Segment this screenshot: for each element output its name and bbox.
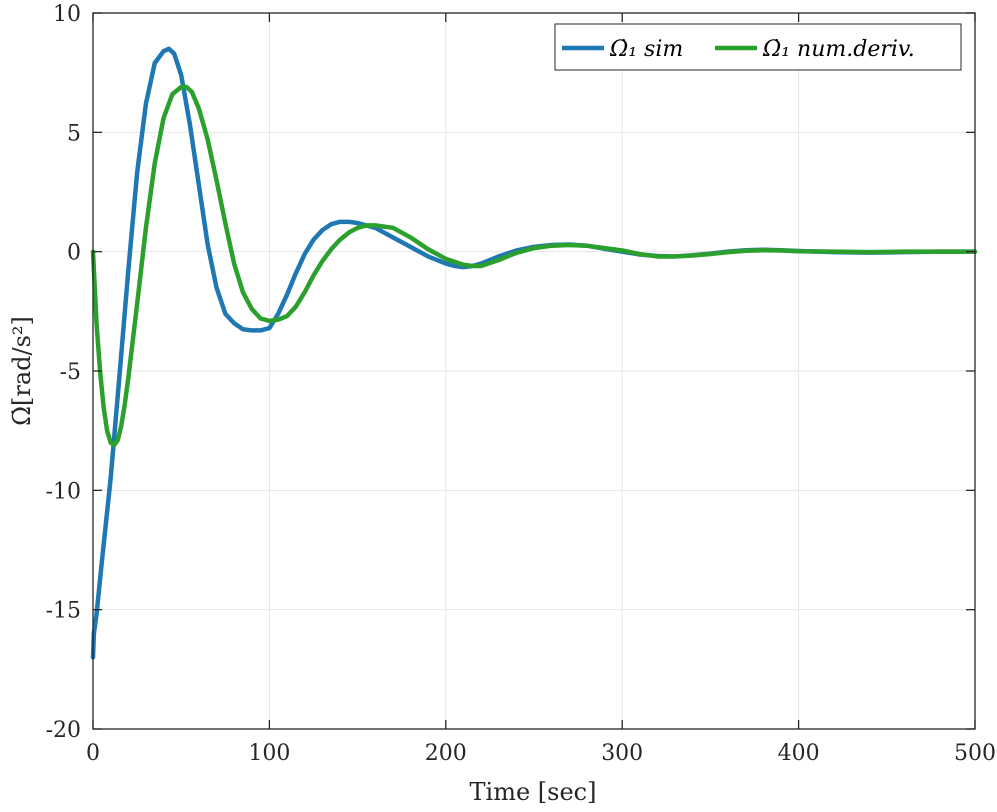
x-tick-label: 200 xyxy=(425,741,467,766)
y-tick-label: -20 xyxy=(46,718,81,743)
x-axis-label: Time [sec] xyxy=(470,778,597,806)
x-tick-label: 300 xyxy=(601,741,643,766)
axis-ticks xyxy=(92,12,976,730)
legend: Ω̇₁ sim Ω̇₁ num.deriv. xyxy=(554,23,962,71)
y-tick-label: -15 xyxy=(46,599,81,624)
y-tick-label: 10 xyxy=(53,2,81,27)
x-tick-label: 100 xyxy=(248,741,290,766)
tick-labels: 0 100 200 300 400 500 10 5 0 -5 -10 -15 -20 xyxy=(46,2,996,766)
legend-label-num-deriv: Ω̇₁ num.deriv. xyxy=(762,37,915,62)
legend-label-sim: Ω̇₁ sim xyxy=(609,37,683,62)
x-tick-label: 0 xyxy=(86,741,100,766)
x-tick-label: 400 xyxy=(778,741,820,766)
y-tick-label: 0 xyxy=(67,241,81,266)
y-axis-label: Ω̇[rad/s²] xyxy=(8,316,36,426)
legend-box xyxy=(554,23,962,71)
x-tick-label: 500 xyxy=(954,741,996,766)
y-tick-label: 5 xyxy=(67,121,81,146)
series-line-1 xyxy=(90,84,978,448)
y-tick-label: -5 xyxy=(60,360,81,385)
plot-series xyxy=(90,46,978,660)
y-tick-label: -10 xyxy=(46,479,81,504)
